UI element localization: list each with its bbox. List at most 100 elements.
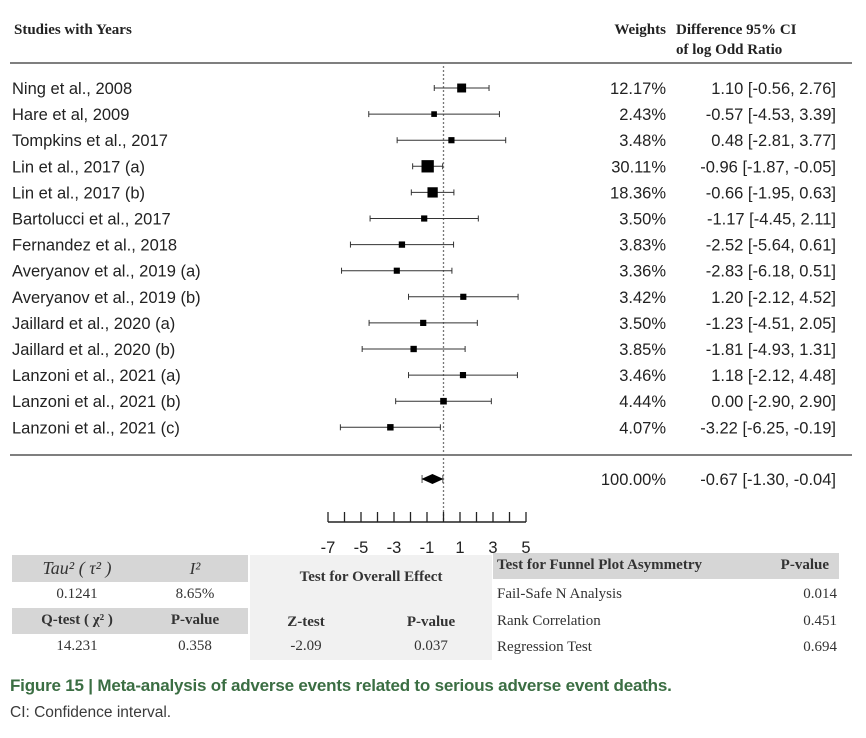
summary-diamond [421,474,444,484]
study-name: Tompkins et al., 2017 [12,132,168,150]
funnel-row-value: 0.451 [803,613,837,629]
z-value: -2.09 [290,638,322,654]
q-p-label: P-value [142,608,248,634]
ci-value: 0.00 [-2.90, 2.90] [711,393,836,411]
point-estimate [431,111,437,117]
funnel-asymmetry-table: Test for Funnel Plot Asymmetry P-value F… [493,553,839,661]
study-row: Bartolucci et al., 2017 3.50% -1.17 [-4.45… [12,211,836,229]
x-tick-label: 3 [488,539,497,557]
study-name: Jaillard et al., 2020 (b) [12,341,175,359]
q-label: Q-test ( χ² ) [12,608,142,634]
q-value: 14.231 [56,638,98,654]
point-estimate [448,137,455,144]
point-estimate [457,83,467,93]
study-name: Averyanov et al., 2019 (a) [12,263,201,281]
funnel-p-label: P-value [780,557,829,573]
study-name: Fernandez et al., 2018 [12,237,177,255]
weight-value: 4.44% [619,393,666,411]
summary-weight: 100.00% [601,471,666,489]
funnel-title: Test for Funnel Plot Asymmetry [497,557,702,573]
weight-value: 3.83% [619,237,666,255]
header-ci-line1: Difference 95% CI [676,22,797,38]
point-estimate [459,372,467,379]
point-estimate [393,267,400,274]
x-tick-label: -7 [321,539,336,557]
tau-label: Tau² ( τ² ) [12,555,142,582]
weight-value: 30.11% [611,158,666,176]
study-name: Lin et al., 2017 (a) [12,158,145,176]
ci-value: 1.20 [-2.12, 4.52] [711,289,836,307]
weight-value: 3.85% [619,341,666,359]
weight-value: 3.46% [619,367,666,385]
study-name: Bartolucci et al., 2017 [12,211,171,229]
study-name: Hare et al, 2009 [12,106,129,124]
x-tick-label: 1 [455,539,464,557]
weight-value: 3.36% [619,263,666,281]
point-estimate [427,187,438,198]
study-name: Lanzoni et al., 2021 (a) [12,367,181,385]
study-name: Ning et al., 2008 [12,80,132,98]
ci-value: 0.48 [-2.81, 3.77] [711,132,836,150]
z-p-label: P-value [406,614,456,630]
overall-effect-table: Test for Overall Effect Z-test P-value -… [250,555,492,660]
funnel-header-row [493,553,839,579]
ci-value: -0.66 [-1.95, 0.63] [706,184,836,202]
study-row: Lanzoni et al., 2021 (a) 3.46% 1.18 [-2.12… [12,367,836,385]
z-p-value: 0.037 [414,638,448,654]
i2-label: I² [142,555,248,582]
funnel-row-value: 0.694 [803,639,837,655]
ci-value: 1.18 [-2.12, 4.48] [711,367,836,385]
ci-value: -2.83 [-6.18, 0.51] [706,263,836,281]
study-name: Lanzoni et al., 2021 (b) [12,393,181,411]
overall-effect-title: Test for Overall Effect [299,569,443,585]
funnel-row-label: Fail-Safe N Analysis [497,586,622,602]
study-row: Jaillard et al., 2020 (b) 3.85% -1.81 [-4.… [12,341,836,359]
point-estimate [398,241,406,248]
q-p-value: 0.358 [178,638,212,654]
point-estimate [440,397,447,405]
study-name: Averyanov et al., 2019 (b) [12,289,201,307]
weight-value: 3.50% [619,211,666,229]
ci-value: -0.96 [-1.87, -0.05] [700,158,836,176]
header-weights: Weights [614,22,666,38]
ci-value: -1.23 [-4.51, 2.05] [706,315,836,333]
i2-value: 8.65% [175,586,215,602]
point-estimate [421,215,428,222]
point-estimate [421,160,434,173]
point-estimate [387,424,394,431]
weight-value: 3.48% [619,132,666,150]
header-ci-line2: of log Odd Ratio [676,42,782,58]
ci-value: 1.10 [-0.56, 2.76] [711,80,836,98]
study-name: Lin et al., 2017 (b) [12,184,145,202]
funnel-row-label: Rank Correlation [497,613,601,629]
ci-value: -1.17 [-4.45, 2.11] [707,211,836,229]
header-studies: Studies with Years [14,22,132,38]
weight-value: 3.50% [619,315,666,333]
study-row: Fernandez et al., 2018 3.83% -2.52 [-5.64,… [12,237,836,255]
weight-value: 2.43% [619,106,666,124]
summary-row: 100.00% -0.67 [-1.30, -0.04] [421,471,836,489]
figure-caption: Figure 15 | Meta-analysis of adverse eve… [10,676,672,695]
x-tick-label: -3 [387,539,402,557]
study-row: Lin et al., 2017 (a) 30.11% -0.96 [-1.87, … [12,158,836,176]
funnel-row-value: 0.014 [803,586,837,602]
point-estimate [420,319,427,326]
figure-note: CI: Confidence interval. [10,704,172,721]
study-row: Averyanov et al., 2019 (a) 3.36% -2.83 [-6… [12,263,836,281]
forest-plot: Studies with Years Weights Difference 95… [10,22,852,557]
study-row: Averyanov et al., 2019 (b) 3.42% 1.20 [-2.… [12,289,836,307]
point-estimate [460,293,467,300]
weight-value: 4.07% [619,419,666,437]
study-name: Jaillard et al., 2020 (a) [12,315,175,333]
ci-value: -0.57 [-4.53, 3.39] [706,106,836,124]
weight-value: 3.42% [619,289,666,307]
study-row: Lin et al., 2017 (b) 18.36% -0.66 [-1.95, … [12,184,836,202]
ci-value: -2.52 [-5.64, 0.61] [706,237,836,255]
study-row: Lanzoni et al., 2021 (c) 4.07% -3.22 [-6.2… [12,419,836,437]
study-row: Lanzoni et al., 2021 (b) 4.44% 0.00 [-2.90… [12,393,836,411]
x-tick-label: -1 [420,539,435,557]
weight-value: 18.36% [610,184,666,202]
weight-value: 12.17% [610,80,666,98]
x-tick-label: 5 [521,539,530,557]
ci-value: -1.81 [-4.93, 1.31] [706,341,836,359]
